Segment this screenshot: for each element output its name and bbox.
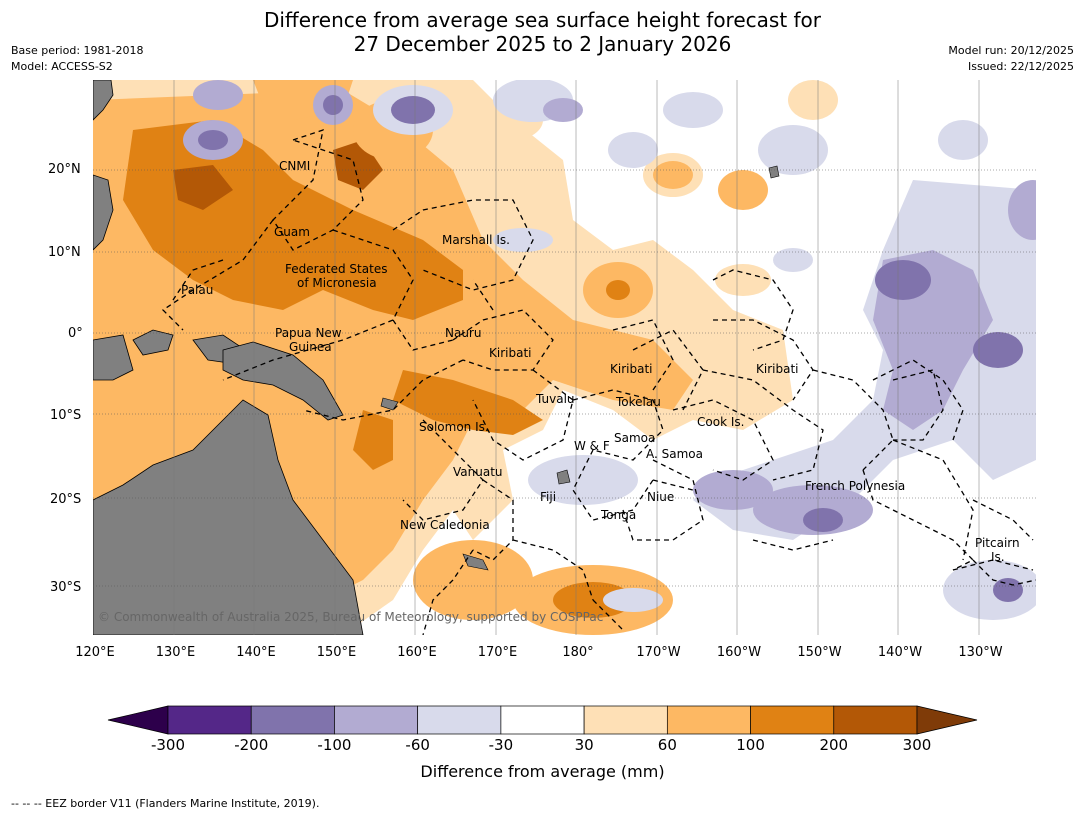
- label-png-2: Guinea: [289, 340, 332, 354]
- label-kiribati-west: Kiribati: [489, 346, 531, 360]
- label-new-caledonia: New Caledonia: [400, 518, 490, 532]
- colorbar-tick-2: -100: [317, 736, 352, 754]
- model-name: Model: ACCESS-S2: [11, 60, 113, 73]
- label-french-polynesia: French Polynesia: [805, 479, 905, 493]
- label-niue: Niue: [647, 490, 674, 504]
- colorbar-cell-4: [500, 705, 585, 735]
- colorbar-tick-9: 300: [902, 736, 932, 754]
- label-solomon: Solomon Is.: [419, 420, 489, 434]
- lat-label-10s: 10°S: [50, 408, 82, 423]
- lon-label-9: 150°W: [797, 645, 842, 660]
- lat-label-10n: 10°N: [48, 245, 81, 260]
- title-line-1: Difference from average sea surface heig…: [263, 8, 822, 32]
- label-fsm-2: of Micronesia: [297, 276, 377, 290]
- label-fsm-1: Federated States: [285, 262, 387, 276]
- label-asamoa: A. Samoa: [646, 447, 703, 461]
- colorbar-tick-6: 60: [657, 736, 677, 754]
- lon-label-8: 160°W: [716, 645, 762, 660]
- colorbar-tick-4: -30: [488, 736, 514, 754]
- label-png-1: Papua New: [275, 326, 342, 340]
- label-tokelau: Tokelau: [615, 395, 661, 409]
- eez-footnote: -- -- -- EEZ border V11 (Flanders Marine…: [11, 797, 320, 810]
- label-fiji: Fiji: [540, 490, 556, 504]
- lon-label-11: 130°W: [958, 645, 1003, 660]
- lon-label-10: 140°W: [877, 645, 923, 660]
- lon-label-2: 140°E: [236, 645, 276, 660]
- label-pitcairn-1: Pitcairn: [975, 536, 1020, 550]
- colorbar-cell-7: [750, 705, 835, 735]
- lon-label-7: 170°W: [636, 645, 681, 660]
- title-line-2: 27 December 2025 to 2 January 2026: [353, 32, 732, 56]
- lon-label-3: 150°E: [316, 645, 357, 660]
- land-masses: [93, 80, 780, 635]
- lon-label-4: 160°E: [397, 645, 437, 660]
- label-nauru: Nauru: [445, 326, 481, 340]
- label-wf: W & F: [574, 439, 610, 453]
- lat-label-0: 0°: [68, 326, 83, 341]
- model-run: Model run: 20/12/2025: [948, 44, 1074, 57]
- lat-label-20n: 20°N: [48, 162, 81, 177]
- lon-label-0: 120°E: [75, 645, 115, 660]
- label-marshall: Marshall Is.: [442, 233, 510, 247]
- label-tonga: Tonga: [600, 508, 636, 522]
- colorbar-tick-8: 200: [819, 736, 849, 754]
- lat-label-30s: 30°S: [50, 580, 82, 595]
- colorbar-cell-2: [334, 705, 419, 735]
- colorbar-extend-high: [916, 705, 978, 735]
- colorbar-cell-3: [417, 705, 502, 735]
- place-labels: CNMI Guam Marshall Is. Federated States …: [181, 159, 1020, 564]
- colorbar-tick-0: -300: [150, 736, 186, 754]
- label-tuvalu: Tuvalu: [535, 392, 575, 406]
- label-pitcairn-2: Is.: [991, 550, 1005, 564]
- label-cook: Cook Is.: [697, 415, 744, 429]
- colorbar-cell-0: [167, 705, 252, 735]
- colorbar-tick-5: 30: [574, 736, 594, 754]
- label-kiribati-east: Kiribati: [756, 362, 798, 376]
- issued-date: Issued: 22/12/2025: [967, 60, 1074, 73]
- colorbar-cell-6: [666, 705, 751, 735]
- colorbar-tick-7: 100: [736, 736, 765, 754]
- label-vanuatu: Vanuatu: [453, 465, 503, 479]
- colorbar-cell-1: [250, 705, 335, 735]
- label-palau: Palau: [181, 283, 213, 297]
- label-kiribati-central: Kiribati: [610, 362, 652, 376]
- colorbar-tick-1: -200: [234, 736, 269, 754]
- lon-label-1: 130°E: [155, 645, 196, 660]
- meridians: [173, 80, 980, 635]
- lon-label-6: 180°: [562, 645, 594, 660]
- negative-anomaly-field: [183, 80, 1036, 620]
- colorbar-tick-3: -60: [405, 736, 430, 754]
- label-cnmi: CNMI: [279, 159, 310, 173]
- label-guam: Guam: [274, 225, 310, 239]
- eez-borders: [161, 129, 1036, 635]
- lon-label-5: 170°E: [477, 645, 518, 660]
- map-panel: CNMI Guam Marshall Is. Federated States …: [93, 80, 1036, 635]
- colorbar-extend-low: [107, 705, 169, 735]
- colorbar: [107, 705, 978, 735]
- colorbar-cell-8: [833, 705, 918, 735]
- copyright-text: © Commonwealth of Australia 2025, Bureau…: [98, 610, 603, 624]
- base-period: Base period: 1981-2018: [11, 44, 144, 57]
- lat-label-20s: 20°S: [50, 492, 82, 507]
- graticule: [93, 169, 1036, 587]
- colorbar-cell-5: [583, 705, 668, 735]
- map-svg: CNMI Guam Marshall Is. Federated States …: [93, 80, 1036, 635]
- label-samoa: Samoa: [614, 431, 655, 445]
- colorbar-title: Difference from average (mm): [420, 762, 665, 781]
- colorbar-cells: [167, 705, 918, 735]
